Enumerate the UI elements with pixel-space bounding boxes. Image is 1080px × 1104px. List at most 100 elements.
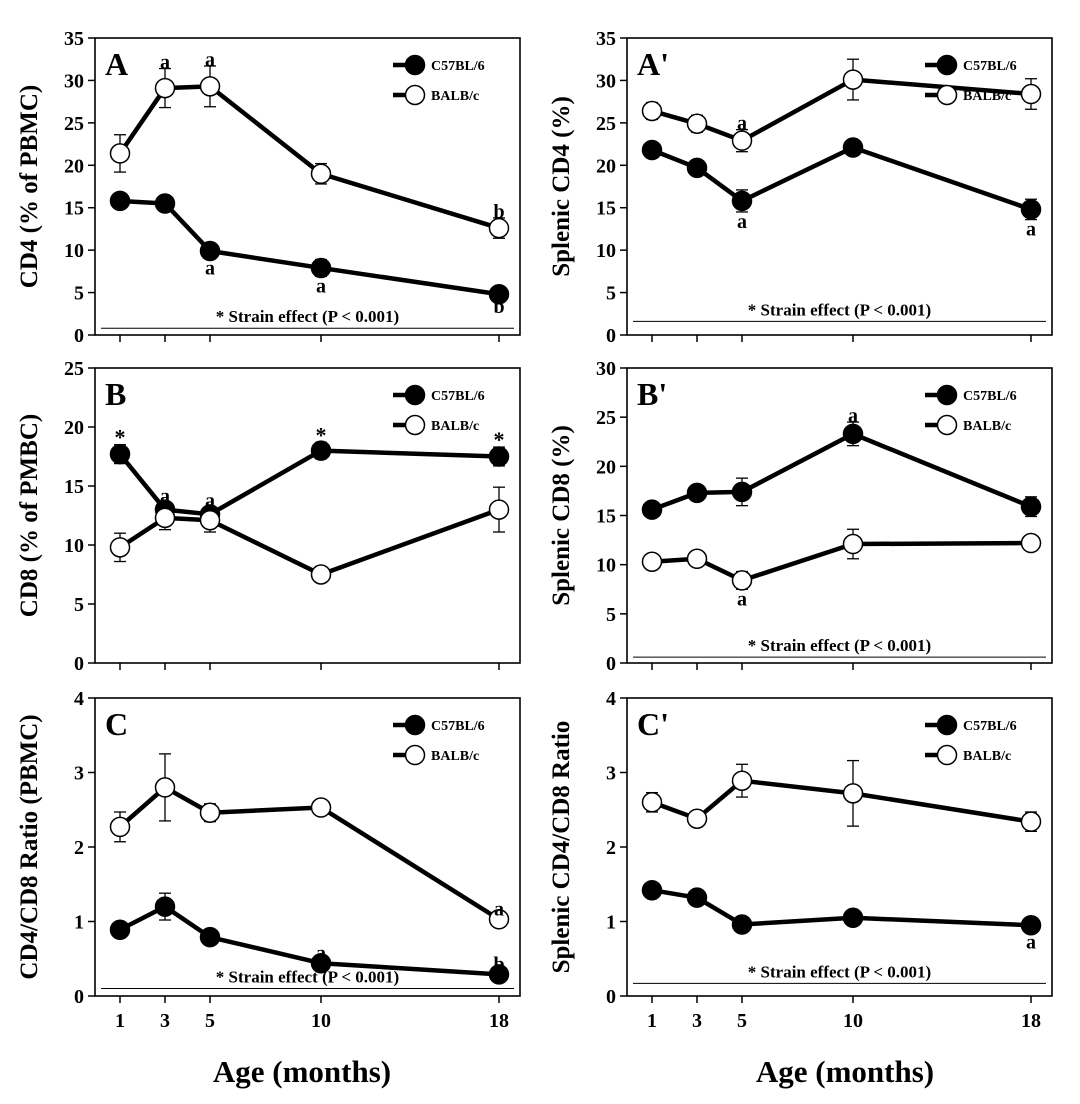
x-tick-label: 5: [737, 1010, 747, 1032]
data-point: [310, 163, 332, 185]
significance-label: a: [205, 49, 215, 71]
legend-label: BALB/c: [431, 749, 479, 764]
significance-label: a: [848, 405, 858, 427]
y-axis-title: CD4/CD8 Ratio (PBMC): [16, 714, 43, 979]
data-point: [1020, 199, 1042, 220]
y-tick-label: 15: [596, 198, 616, 220]
legend-label: C57BL/6: [431, 719, 485, 734]
plot-frame: [626, 367, 1053, 664]
y-tick-label: 15: [64, 476, 84, 498]
x-tick-label: 1: [115, 1010, 125, 1032]
y-tick-label: 0: [606, 325, 616, 347]
panel-label: B': [637, 376, 667, 412]
series-line-BALB/c: [651, 778, 1032, 824]
data-point: [109, 143, 131, 164]
y-tick-label: 5: [74, 594, 84, 616]
panel-Cp: 0 1 2 3 4 1 3 5 10 18 Splenic CD4/CD8 Ratio C' * Str…: [548, 688, 1053, 1032]
panel-label: A': [637, 46, 669, 82]
x-tick-label: 18: [489, 1010, 509, 1032]
legend-label: BALB/c: [963, 419, 1011, 434]
data-point: [199, 509, 221, 531]
y-tick-label: 25: [596, 113, 616, 135]
data-point: [154, 507, 176, 529]
y-tick-label: 0: [74, 653, 84, 675]
x-tick-label: 3: [160, 1010, 170, 1032]
plot-frame: [94, 367, 521, 664]
data-point: [686, 482, 708, 504]
data-point: [1020, 83, 1042, 105]
legend-label: C57BL/6: [963, 719, 1017, 734]
legend-marker: [404, 744, 426, 766]
panel-B: 0 5 10 15 20 25 CD8 (% of PMBC) B * a a * * C57BL/6 BA…: [16, 358, 521, 675]
legend-label: C57BL/6: [963, 389, 1017, 404]
y-tick-label: 25: [596, 407, 616, 429]
data-point: [641, 100, 663, 122]
x-axis-title-left: Age (months): [213, 1054, 391, 1089]
y-tick-label: 4: [74, 688, 84, 710]
data-point: [641, 551, 663, 572]
y-tick-label: 0: [606, 653, 616, 675]
data-point: [109, 443, 131, 465]
y-tick-label: 3: [606, 763, 616, 785]
legend-marker: [936, 744, 958, 766]
data-point: [310, 257, 332, 279]
data-point: [1020, 532, 1042, 554]
panel-A: 0 5 10 15 20 25 30 35 CD4 (% of PBMC) A * Strain e…: [16, 28, 521, 347]
data-point: [731, 770, 753, 791]
panel-label: B: [105, 376, 126, 412]
y-tick-label: 30: [596, 70, 616, 92]
y-tick-label: 35: [64, 28, 84, 50]
y-tick-label: 25: [64, 358, 84, 380]
x-axis-title-right: Age (months): [756, 1054, 934, 1089]
data-point: [488, 217, 510, 239]
series-line-C57BL/6: [118, 904, 500, 977]
y-tick-label: 1: [74, 912, 84, 934]
strain-effect-note: * Strain effect (P < 0.001): [216, 307, 399, 326]
data-point: [109, 190, 131, 212]
data-point: [842, 533, 864, 555]
y-tick-label: 5: [606, 604, 616, 626]
legend-label: C57BL/6: [963, 59, 1017, 74]
significance-label: a: [205, 258, 215, 280]
data-point: [842, 907, 864, 929]
data-point: [488, 964, 510, 985]
series-line-C57BL/6: [119, 198, 500, 297]
y-tick-label: 25: [64, 113, 84, 135]
y-tick-label: 30: [64, 70, 84, 92]
x-tick-label: 10: [311, 1010, 331, 1032]
series-line-C57BL/6: [651, 145, 1032, 212]
panel-label: A: [105, 46, 128, 82]
data-point: [199, 926, 221, 948]
series-line-BALB/c: [651, 540, 1032, 583]
y-axis-title: Splenic CD8 (%): [548, 425, 575, 606]
data-point: [686, 548, 708, 570]
y-tick-label: 3: [74, 763, 84, 785]
y-tick-label: 2: [74, 837, 84, 859]
data-point: [109, 816, 131, 838]
y-axis-title: Splenic CD4 (%): [548, 96, 575, 277]
y-tick-label: 2: [606, 837, 616, 859]
data-point: [154, 77, 176, 99]
significance-label: a: [316, 275, 326, 297]
panel-Ap: 0 5 10 15 20 25 30 35 Splenic CD4 (%) A' * Strain …: [548, 28, 1053, 347]
data-point: [310, 440, 332, 461]
y-tick-label: 10: [596, 555, 616, 577]
y-tick-label: 20: [64, 155, 84, 177]
data-point: [731, 130, 753, 151]
data-point: [310, 952, 332, 974]
panel-label: C': [637, 706, 669, 742]
data-point: [310, 797, 332, 818]
data-point: [842, 423, 864, 445]
data-point: [1020, 811, 1042, 832]
significance-label: *: [115, 425, 126, 450]
series-line-C57BL/6: [651, 887, 1032, 928]
data-point: [154, 193, 176, 214]
data-point: [686, 157, 708, 179]
x-tick-label: 5: [205, 1010, 215, 1032]
data-point: [731, 481, 753, 503]
x-tick-label: 18: [1021, 1010, 1041, 1032]
legend-label: C57BL/6: [431, 389, 485, 404]
legend-marker: [936, 84, 958, 106]
data-point: [641, 879, 663, 901]
data-point: [109, 537, 131, 558]
